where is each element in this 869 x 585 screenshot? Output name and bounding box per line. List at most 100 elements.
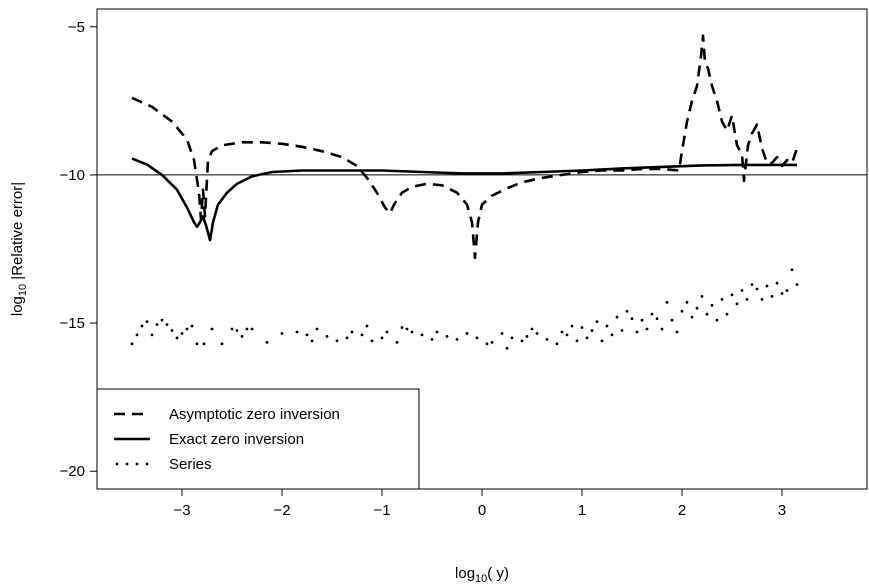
data-point [595,320,599,323]
data-point [325,335,329,338]
x-axis-label: log10( y) [455,565,509,585]
data-point [775,281,779,285]
data-point [785,289,789,292]
data-point [400,326,404,329]
data-point [310,339,314,343]
data-point [590,329,594,332]
data-point [700,295,704,298]
data-point [410,330,414,334]
data-point [370,339,374,343]
data-point [165,323,169,326]
data-point [535,332,539,335]
y-tick-label: −15 [60,315,85,332]
data-point [795,283,799,286]
data-point [485,342,489,346]
data-point [615,315,619,319]
series-layer [130,34,799,350]
data-point [335,339,339,343]
data-point [380,336,384,340]
data-point [160,318,164,322]
data-point [760,297,764,301]
legend-item: Asymptotic zero inversion [114,406,340,423]
data-point [580,326,584,329]
data-point [490,340,494,344]
data-point [545,337,549,341]
data-point [570,324,574,328]
data-point [710,303,714,307]
data-point [240,335,244,338]
data-point [170,329,174,332]
data-point [295,330,299,334]
x-tick-label: −1 [373,502,390,519]
data-point [220,342,224,346]
data-point [210,327,214,331]
x-tick-label: −2 [273,502,290,519]
data-point [765,284,769,288]
data-point [150,333,154,337]
legend-item: Series [115,456,212,473]
series-0 [131,34,799,260]
data-point [750,283,754,286]
data-point [585,336,589,340]
data-point [140,324,144,328]
data-point [530,327,534,331]
data-point [180,332,184,335]
y-tick-label: −20 [60,463,85,480]
data-point [675,330,679,334]
legend-box [96,388,420,490]
data-point [685,300,689,304]
x-tick-label: 2 [678,502,686,519]
data-point [250,327,254,331]
data-point [660,327,664,331]
data-point [305,333,309,337]
data-point [345,336,349,340]
legend-label: Exact zero inversion [169,431,304,448]
data-point [510,336,514,340]
axes: −3 −2 −1 0 1 2 3−20−15−10−5 [60,19,787,519]
data-point [745,297,749,301]
x-tick-label: 0 [478,502,486,519]
data-point [575,339,579,343]
data-point [135,333,139,337]
data-point [780,292,784,295]
data-point [405,327,409,331]
data-point [395,340,399,344]
data-point [690,315,694,319]
data-point [555,342,559,346]
data-point [625,309,629,313]
data-point [130,342,134,346]
data-point [650,312,654,316]
data-point [600,339,604,343]
data-point [705,312,709,316]
data-point [695,306,699,310]
data-point [420,333,424,337]
data-point [720,297,724,301]
data-point [430,337,434,341]
data-point [280,332,284,335]
data-point [610,333,614,337]
legend-swatch-dot [115,462,119,466]
data-point [715,318,719,322]
data-point [520,339,524,343]
data-point [630,317,634,321]
data-point [565,333,569,337]
data-point [735,302,739,306]
series-line [131,157,797,242]
data-point [770,295,774,298]
data-point [560,330,564,334]
legend-label: Series [169,456,212,473]
data-point [245,327,249,331]
data-point [725,312,729,316]
data-point [235,329,239,332]
data-point [665,300,669,304]
data-point [315,327,319,331]
data-point [455,337,459,341]
data-point [655,317,659,321]
data-point [190,324,194,328]
data-point [465,332,469,335]
data-point [265,340,269,344]
data-point [202,342,206,346]
y-axis-label: log10 |Relative error| [9,182,29,316]
data-point [385,330,389,334]
